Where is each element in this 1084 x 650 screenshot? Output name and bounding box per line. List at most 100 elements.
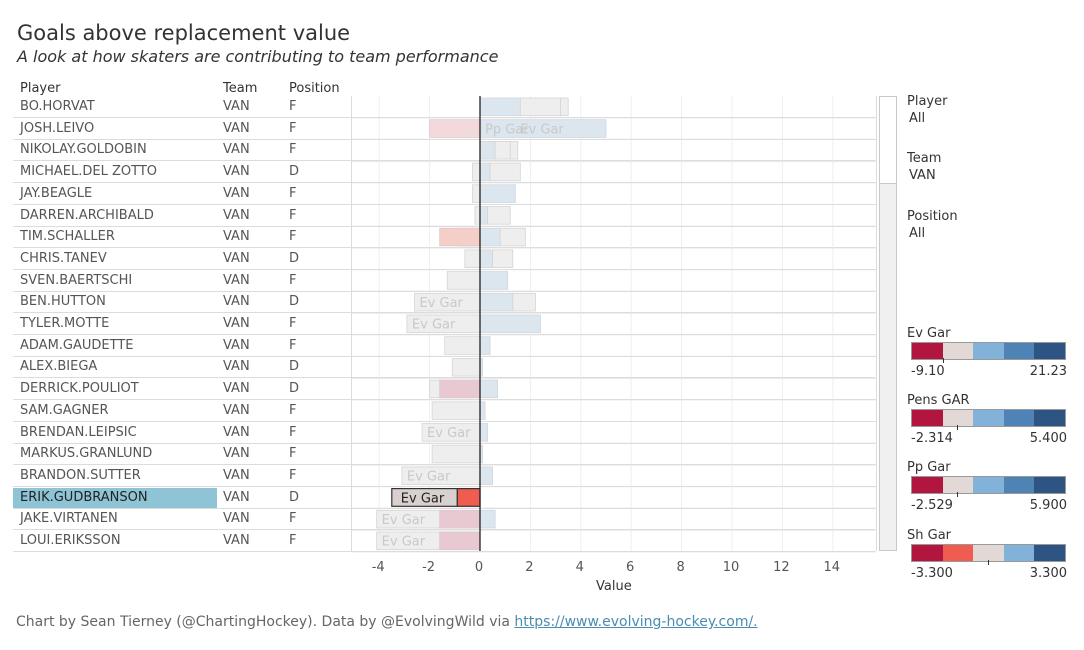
player-position: F [289, 424, 297, 440]
filter-position-label: Position [907, 209, 958, 224]
player-team: VAN [223, 467, 250, 483]
bar-ev-gar [479, 206, 488, 225]
vertical-scrollbar[interactable] [879, 96, 897, 551]
player-position: D [289, 359, 300, 375]
player-position: F [289, 467, 297, 483]
bar-label-negative: Ev Gar [407, 470, 451, 485]
player-name: SVEN.BAERTSCHI [20, 272, 133, 288]
bar-pp-gar-negative [429, 119, 481, 138]
x-tick-label: 4 [575, 560, 584, 575]
bar-ev-gar [479, 97, 521, 117]
filter-team-value[interactable]: VAN [909, 168, 936, 183]
legend-color-step [942, 477, 974, 493]
bar-pp-gar [519, 97, 562, 117]
legend-color-step [942, 545, 974, 561]
footer-link[interactable]: https://www.evolving-hockey.com/. [514, 614, 758, 630]
player-team: VAN [223, 381, 250, 397]
legend-title: Ev Gar [907, 326, 951, 341]
x-tick-label: 2 [525, 560, 534, 575]
bar-ev-gar [479, 379, 499, 399]
x-tick-label: 12 [773, 560, 790, 575]
player-name: TYLER.MOTTE [20, 316, 110, 331]
player-position: D [289, 164, 300, 180]
player-name: MARKUS.GRANLUND [20, 446, 153, 462]
column-header-position[interactable]: Position [289, 81, 340, 96]
bar-label-negative: Ev Gar [382, 513, 426, 528]
player-name: NIKOLAY.GOLDOBIN [20, 142, 147, 158]
filter-team[interactable]: Team VAN [907, 151, 941, 183]
bar-pens-gar-negative [439, 531, 481, 551]
player-position: F [289, 533, 297, 548]
bar-pp-gar [494, 141, 511, 160]
legend-title: Pens GAR [907, 393, 970, 408]
bar-ev-gar [479, 162, 491, 182]
player-position: D [289, 294, 300, 310]
player-team: VAN [223, 207, 250, 223]
player-name: BEN.HUTTON [20, 294, 106, 310]
legend-color-ramp [911, 342, 1066, 360]
player-name: DARREN.ARCHIBALD [20, 207, 154, 223]
x-tick-label: 8 [676, 560, 685, 575]
legend-min: -3.300 [911, 566, 953, 581]
column-header-player[interactable]: Player [20, 81, 61, 96]
bar-pens-gar-negative [439, 379, 481, 399]
player-position: F [289, 142, 297, 158]
player-team: VAN [223, 229, 250, 245]
bar-pens-gar-negative [439, 227, 481, 247]
bar-pp-gar [489, 162, 521, 182]
filter-player[interactable]: Player All [907, 94, 947, 126]
filter-position-value[interactable]: All [909, 226, 926, 241]
player-position: F [289, 316, 297, 331]
bar-label-negative: Ev Gar [401, 491, 445, 506]
bar-pens-gar-negative [439, 509, 481, 529]
bar-ev-gar-negative [464, 249, 481, 268]
bar-pp-gar [499, 227, 526, 247]
player-team: VAN [223, 337, 250, 353]
bar-ev-gar [479, 466, 494, 485]
player-name: CHRIS.TANEV [20, 250, 107, 266]
bar-ev-gar-negative [451, 357, 481, 377]
legend-zero-tick [957, 492, 958, 497]
legend-max: 3.300 [1029, 566, 1067, 581]
x-tick-label: 10 [722, 560, 740, 575]
bar-ev-gar [479, 249, 494, 268]
legend-color-ramp [911, 544, 1066, 562]
filter-player-value[interactable]: All [909, 111, 926, 126]
bar-pp-gar [487, 206, 511, 225]
player-name: JOSH.LEIVO [20, 120, 95, 136]
bar-ev-gar [479, 141, 496, 160]
legend-color-step [973, 343, 1004, 359]
player-team: VAN [223, 120, 250, 136]
chart-title: Goals above replacement value [17, 21, 351, 45]
bar-ev-gar [479, 401, 486, 420]
filter-position[interactable]: Position All [907, 209, 958, 241]
legend-color-step [1034, 410, 1065, 426]
bar-label-positive: Ev Gar [520, 122, 564, 137]
player-position: F [289, 446, 297, 462]
player-team: VAN [223, 272, 250, 288]
player-team: VAN [223, 402, 250, 418]
player-team: VAN [223, 164, 250, 180]
player-name: BRANDON.SUTTER [20, 467, 141, 483]
legend-color-step [1003, 410, 1035, 426]
player-position: D [289, 250, 300, 266]
player-team: VAN [223, 185, 250, 201]
footer-credit: Chart by Sean Tierney (@ChartingHockey).… [16, 614, 758, 630]
player-team: VAN [223, 533, 250, 548]
scrollbar-thumb[interactable] [880, 97, 896, 184]
chart-subtitle: A look at how skaters are contributing t… [17, 47, 499, 66]
player-position: F [289, 207, 297, 223]
player-name: ALEX.BIEGA [20, 359, 98, 375]
player-team: VAN [223, 294, 250, 310]
plot-area: Pp Gar Ev Gar Ev Gar Ev Gar Ev Gar Ev Gar Ev G… [351, 96, 877, 553]
bar-label-negative: Ev Gar [412, 318, 456, 333]
column-header-team[interactable]: Team [223, 81, 258, 96]
legend-color-step [973, 477, 1004, 493]
bar-ev-gar [479, 271, 509, 290]
bar-label-negative: Pp Gar [485, 122, 529, 137]
bar-ev-gar [479, 336, 491, 355]
bar-label-negative: Ev Gar [382, 535, 426, 550]
player-name: TIM.SCHALLER [20, 229, 115, 245]
x-tick-label: -2 [422, 560, 436, 575]
